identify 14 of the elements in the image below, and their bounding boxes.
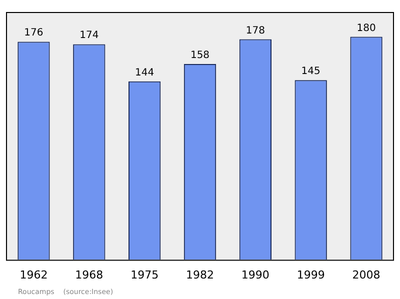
x-tick-label: 1968 xyxy=(75,268,104,282)
data-label: 145 xyxy=(301,66,320,78)
data-label: 174 xyxy=(80,30,99,42)
x-tick-label: 1990 xyxy=(241,268,270,282)
x-tick-label: 1999 xyxy=(296,268,325,282)
data-label: 144 xyxy=(135,67,154,78)
x-tick-label: 2008 xyxy=(352,268,380,282)
x-tick-label: 1962 xyxy=(20,268,48,282)
data-label: 180 xyxy=(356,22,376,34)
data-label: 158 xyxy=(190,50,210,62)
data-label: 178 xyxy=(246,25,265,36)
x-tick-label: 1975 xyxy=(130,268,159,282)
data-label: 176 xyxy=(24,28,44,39)
x-tick-label: 1982 xyxy=(186,268,214,282)
